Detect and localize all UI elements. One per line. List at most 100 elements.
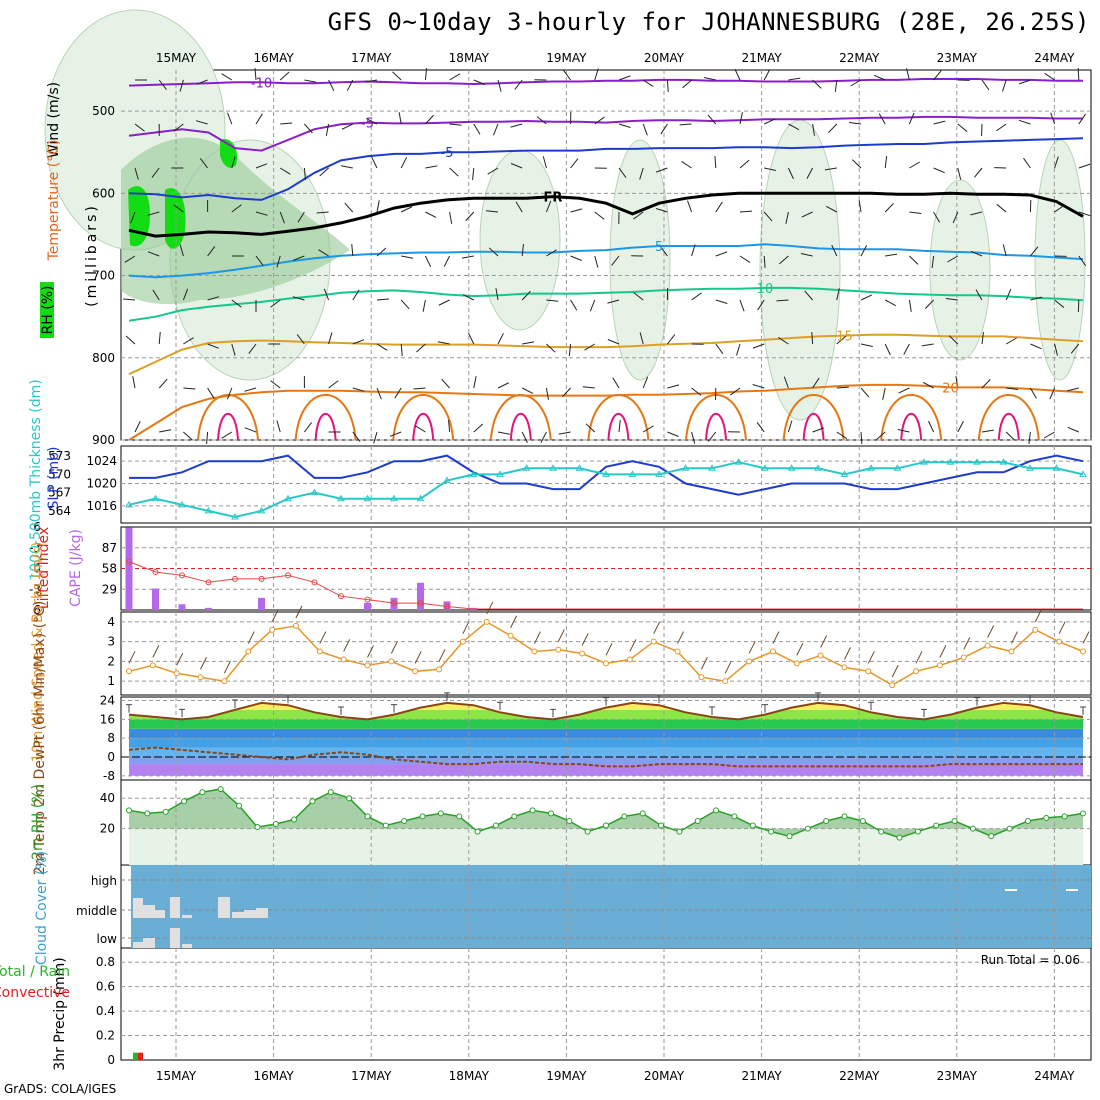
wind-barb [316, 211, 329, 214]
wind-barb [425, 165, 438, 169]
wind-barb-10m [796, 643, 804, 656]
wind-barb [497, 79, 502, 92]
wind-barb [341, 123, 354, 130]
wind-barb [756, 421, 765, 433]
wind-barb [540, 431, 547, 443]
wind-barb [448, 420, 451, 433]
wind-barb [1054, 156, 1059, 169]
wind-barb [183, 337, 194, 345]
cape-tick: 87 [102, 541, 117, 555]
wind-barb [860, 431, 863, 445]
wind-barb [729, 387, 741, 396]
isotherm-line [128, 191, 1084, 238]
wind-barb [611, 255, 620, 266]
wind-barb [413, 387, 426, 390]
rh-region-light [929, 179, 991, 361]
wind-barb [691, 387, 702, 396]
li-point [232, 575, 238, 582]
wind-barb [352, 339, 365, 345]
wind-barb [570, 255, 582, 261]
wind-barb [1028, 431, 1031, 444]
wind-barb [400, 299, 410, 310]
wind-barb [752, 384, 765, 389]
rh-point [823, 817, 830, 824]
thickness-point [496, 470, 504, 477]
wind-barb [292, 296, 305, 301]
day-label-bottom: 17MAY [351, 1069, 392, 1083]
wind-barb [255, 211, 268, 216]
wind-barb [206, 431, 209, 444]
isotherm-line [128, 137, 1084, 201]
wind-barb-10m [462, 621, 470, 634]
wind-speed-point [292, 622, 299, 629]
wind-barb [642, 376, 649, 389]
wind-barb [328, 332, 333, 345]
day-label-bottom: 23MAY [937, 1069, 978, 1083]
wind-barb [812, 79, 822, 89]
wind-barb [783, 376, 789, 389]
wind-barb [666, 79, 669, 93]
warm-lobe [392, 394, 455, 441]
wind-speed-point [936, 662, 943, 669]
thickness-point [973, 458, 981, 465]
wind-barb-10m [963, 637, 971, 650]
wind-barb [472, 167, 475, 180]
wind-barb-10m [1034, 609, 1042, 623]
wind-barb [207, 343, 219, 349]
li-point [417, 600, 424, 607]
wind-barb [497, 431, 510, 435]
wind-barb [952, 211, 959, 224]
wind-barb [981, 332, 984, 345]
wind-barb [515, 201, 523, 213]
wind-barb-10m [939, 645, 947, 658]
thickness-point [337, 494, 345, 502]
hot-lobe [997, 412, 1020, 441]
wind-barb [739, 159, 750, 169]
wind-barb [521, 431, 528, 444]
wind-barb [908, 299, 912, 312]
wind-barb [376, 343, 388, 351]
rh-point [419, 813, 426, 820]
thickness-point [920, 458, 928, 465]
wind-barb [691, 292, 702, 301]
wind-barb [836, 335, 847, 345]
wind-barb [703, 77, 716, 81]
wind-barb [682, 79, 692, 89]
wind-barb [398, 112, 402, 125]
cloud-middle-bar [218, 897, 230, 918]
wind-barb [424, 255, 432, 268]
isotherm-label: 15 [836, 330, 853, 345]
precip-tick: 0.4 [96, 1004, 115, 1018]
rh-point [126, 807, 132, 814]
wind-speed-point [1032, 626, 1039, 633]
slp-label: SLP (mb) [46, 446, 62, 509]
wind-barb-10m [319, 631, 327, 644]
rh-point [841, 813, 848, 820]
wind-barb [860, 387, 870, 398]
rh-point [364, 813, 371, 820]
wind-barb [1067, 387, 1079, 392]
wind-barb [487, 167, 499, 175]
cloud-level-label: middle [76, 904, 117, 918]
wind-barb [376, 200, 380, 213]
wind-barb [1054, 204, 1065, 213]
li-tick: 6 [33, 520, 41, 534]
rh-point [988, 833, 995, 840]
wind-barb [147, 251, 160, 257]
wind-barb [183, 387, 196, 390]
wind-barb [276, 255, 281, 268]
thickness-point [734, 458, 743, 465]
wind-barb [152, 289, 160, 301]
day-label-bottom: 24MAY [1034, 1069, 1075, 1083]
wind-barb [633, 211, 644, 220]
wind-barb [376, 247, 387, 257]
thickness-tick: 570 [48, 467, 71, 481]
cloud-low-bar [143, 938, 155, 948]
wind-barb [739, 255, 751, 263]
thickness-point [628, 470, 637, 477]
wind-barb [562, 387, 571, 398]
rh-tick: 40 [100, 791, 115, 805]
wind-barb [831, 244, 838, 257]
wind-barb [255, 113, 263, 125]
wind-barb [173, 123, 184, 132]
